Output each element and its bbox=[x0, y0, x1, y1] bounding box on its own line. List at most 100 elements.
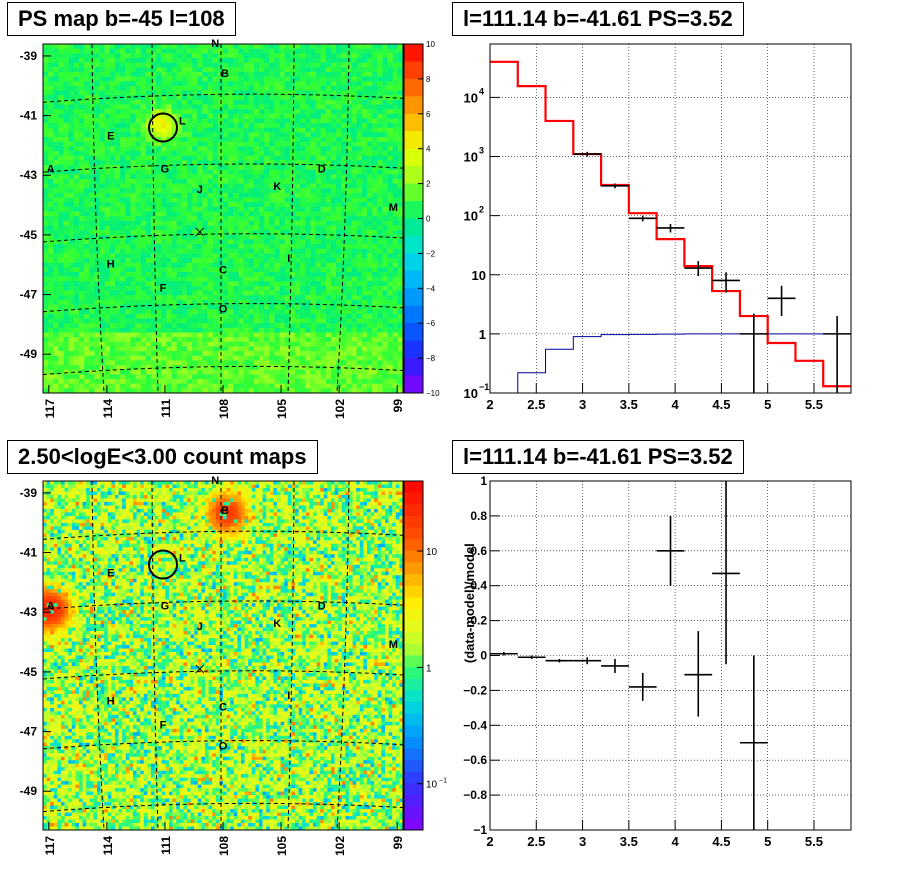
colorbar-tick-label: 2 bbox=[426, 180, 431, 189]
count-colorbar bbox=[403, 480, 424, 831]
y-tick-label: 0.2 bbox=[470, 614, 487, 628]
x-tick-label: 99 bbox=[391, 399, 405, 413]
colorbar-tick-label: 1 bbox=[426, 663, 432, 674]
x-tick-label: 2 bbox=[486, 397, 493, 412]
source-label-G: G bbox=[161, 600, 170, 612]
source-label-F: F bbox=[160, 283, 167, 295]
colorbar-tick-label: −4 bbox=[426, 284, 436, 293]
x-tick-label: 2 bbox=[486, 834, 493, 849]
source-label-F: F bbox=[160, 720, 167, 732]
source-label-D: D bbox=[318, 163, 326, 175]
x-tick-label: 4 bbox=[672, 834, 680, 849]
ps-colorbar bbox=[403, 43, 424, 394]
x-tick-label: 108 bbox=[217, 836, 231, 856]
source-label-M: M bbox=[389, 639, 398, 651]
model-background-line bbox=[490, 333, 851, 394]
spectrum-gridlines bbox=[490, 44, 851, 393]
x-tick-label: 5.5 bbox=[805, 397, 823, 412]
y-tick-label: 10 bbox=[464, 150, 478, 165]
position-cross bbox=[195, 227, 205, 237]
source-label-A: A bbox=[47, 600, 55, 612]
colorbar-tick-label: 0 bbox=[426, 215, 431, 224]
colorbar-tick-label: 10 bbox=[426, 780, 438, 791]
y-tick-label: 10 bbox=[464, 386, 478, 401]
y-tick-label: -47 bbox=[20, 725, 38, 739]
y-tick-exponent: 3 bbox=[479, 146, 484, 156]
x-tick-label: 102 bbox=[333, 836, 347, 856]
y-tick-label: -39 bbox=[20, 49, 38, 63]
y-tick-label: -41 bbox=[20, 109, 38, 123]
y-tick-label: −0.6 bbox=[463, 753, 487, 767]
chart-title-spectrum: l=111.14 b=-41.61 PS=3.52 bbox=[452, 2, 744, 36]
x-tick-label: 114 bbox=[101, 399, 115, 419]
y-tick-label: 1 bbox=[480, 474, 487, 488]
map-coordinate-grid bbox=[42, 43, 404, 394]
y-tick-exponent: 2 bbox=[479, 205, 484, 215]
source-label-M: M bbox=[389, 202, 398, 214]
x-tick-label: 2.5 bbox=[527, 834, 545, 849]
source-label-I: I bbox=[287, 253, 290, 265]
spectrum-plot bbox=[489, 43, 852, 394]
y-tick-label: -41 bbox=[20, 546, 38, 560]
y-tick-label: 10 bbox=[464, 90, 478, 105]
source-label-G: G bbox=[161, 163, 170, 175]
chart-title-ps-map: PS map b=-45 l=108 bbox=[7, 2, 236, 36]
y-tick-label: -49 bbox=[20, 347, 38, 361]
x-tick-label: 5 bbox=[764, 834, 771, 849]
source-label-O: O bbox=[219, 740, 228, 752]
x-tick-label: 3 bbox=[579, 397, 586, 412]
x-tick-label: 108 bbox=[217, 399, 231, 419]
x-tick-label: 117 bbox=[43, 399, 57, 419]
x-tick-label: 4.5 bbox=[712, 397, 730, 412]
colorbar-tick-label: 10 bbox=[426, 40, 435, 49]
y-tick-label: −1 bbox=[473, 823, 487, 837]
colorbar-tick-label: 8 bbox=[426, 75, 431, 84]
source-label-B: B bbox=[221, 505, 229, 517]
source-label-C: C bbox=[219, 265, 227, 277]
x-tick-label: 5.5 bbox=[805, 834, 823, 849]
source-label-A: A bbox=[47, 163, 55, 175]
y-tick-label: −0.8 bbox=[463, 788, 487, 802]
chart-title-count-map: 2.50<logE<3.00 count maps bbox=[7, 440, 318, 474]
source-label-K: K bbox=[273, 618, 281, 630]
x-tick-label: 3.5 bbox=[620, 834, 638, 849]
y-tick-label: 0 bbox=[480, 649, 487, 663]
source-label-B: B bbox=[221, 68, 229, 80]
source-label-H: H bbox=[107, 259, 115, 271]
source-label-L: L bbox=[179, 116, 186, 128]
x-tick-label: 4 bbox=[672, 397, 680, 412]
source-circle bbox=[148, 549, 178, 580]
y-tick-label: -39 bbox=[20, 486, 38, 500]
source-label-N: N bbox=[211, 38, 219, 50]
y-tick-label: 10 bbox=[472, 268, 486, 283]
source-label-J: J bbox=[197, 184, 203, 196]
source-label-N: N bbox=[211, 475, 219, 487]
y-tick-label: -49 bbox=[20, 784, 38, 798]
y-tick-label: -43 bbox=[20, 605, 38, 619]
colorbar-tick-exponent: −1 bbox=[439, 778, 447, 785]
y-tick-label: −0.4 bbox=[463, 718, 487, 732]
colorbar-tick-label: 6 bbox=[426, 110, 431, 119]
y-tick-exponent: −1 bbox=[479, 382, 489, 392]
colorbar-tick-label: −10 bbox=[426, 389, 440, 398]
x-tick-label: 2.5 bbox=[527, 397, 545, 412]
x-tick-label: 111 bbox=[159, 399, 173, 418]
source-label-I: I bbox=[287, 690, 290, 702]
x-tick-label: 3 bbox=[579, 834, 586, 849]
residual-plot bbox=[489, 480, 852, 831]
y-tick-label: 10 bbox=[464, 209, 478, 224]
colorbar-tick-label: 10 bbox=[426, 547, 438, 558]
y-tick-exponent: 4 bbox=[479, 86, 484, 96]
source-label-D: D bbox=[318, 600, 326, 612]
x-tick-label: 4.5 bbox=[712, 834, 730, 849]
y-tick-label: 0.8 bbox=[470, 509, 487, 523]
colorbar-tick-label: −2 bbox=[426, 249, 436, 258]
y-tick-label: -43 bbox=[20, 168, 38, 182]
x-tick-label: 99 bbox=[391, 836, 405, 850]
source-label-J: J bbox=[197, 621, 203, 633]
y-tick-label: -47 bbox=[20, 288, 38, 302]
source-label-K: K bbox=[273, 181, 281, 193]
map-coordinate-grid bbox=[42, 480, 404, 831]
y-tick-label: 0.4 bbox=[470, 579, 487, 593]
